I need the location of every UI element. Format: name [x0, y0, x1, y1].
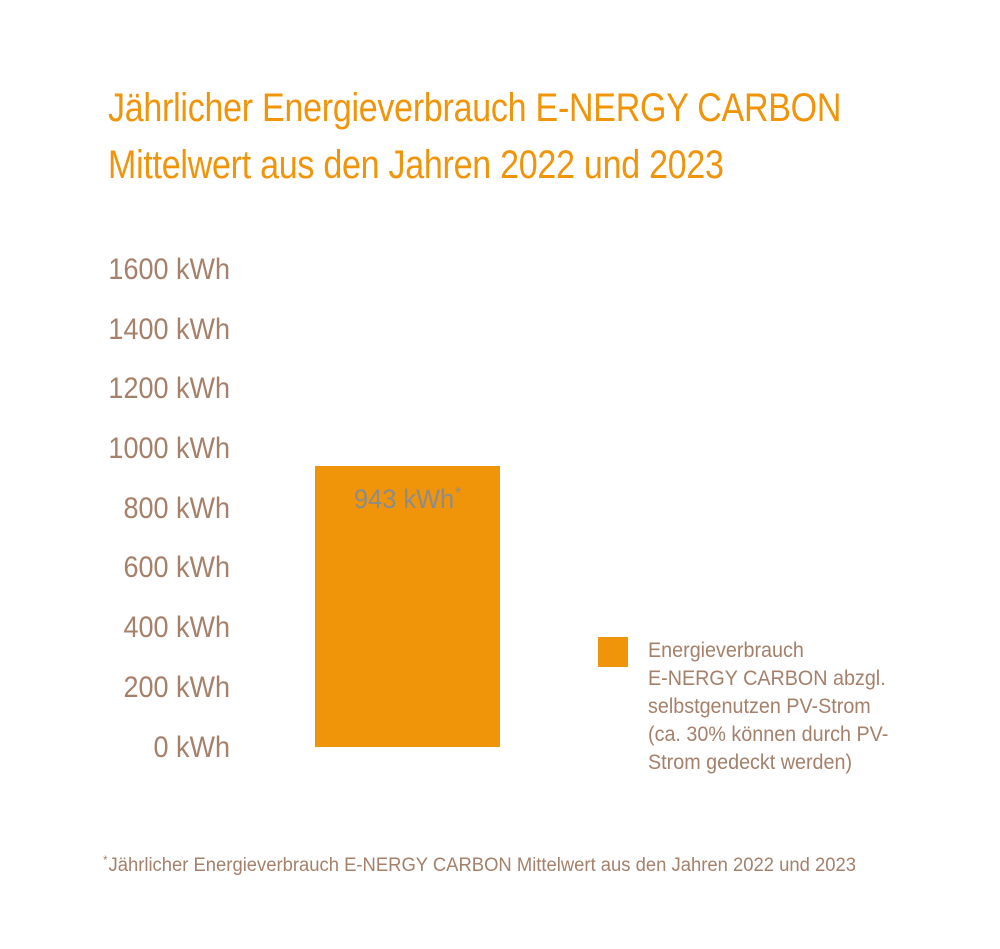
bar-value-text: 943 kWh	[354, 484, 455, 515]
y-axis-tick-label: 600 kWh	[123, 551, 230, 585]
y-axis-tick-label: 1600 kWh	[108, 253, 230, 286]
chart-title-line-2: Mittelwert aus den Jahren 2022 und 2023	[108, 143, 724, 187]
chart-title-line-1: Jährlicher Energieverbrauch E-NERGY CARB…	[108, 86, 842, 130]
y-axis-tick-label: 400 kWh	[123, 611, 230, 645]
bar-value-footnote-marker: *	[455, 485, 461, 503]
y-axis-tick-label: 0 kWh	[153, 730, 230, 764]
bar-value-label: 943 kWh*	[321, 484, 495, 515]
legend-swatch	[598, 637, 628, 667]
chart-title: Jährlicher Energieverbrauch E-NERGY CARB…	[108, 80, 841, 194]
legend-label: Energieverbrauch E-NERGY CARBON abzgl. s…	[648, 639, 889, 774]
footnote: *Jährlicher Energieverbrauch E-NERGY CAR…	[103, 853, 856, 877]
y-axis-tick-label: 200 kWh	[123, 670, 230, 704]
footnote-text: Jährlicher Energieverbrauch E-NERGY CARB…	[108, 855, 856, 876]
y-axis-tick-label: 1200 kWh	[108, 372, 230, 406]
y-axis-tick-label: 800 kWh	[123, 491, 230, 525]
legend: Energieverbrauch E-NERGY CARBON abzgl. s…	[598, 637, 904, 777]
y-axis-tick-label: 1000 kWh	[108, 432, 230, 466]
footnote-marker: *	[103, 853, 108, 867]
y-axis-tick-label: 1400 kWh	[108, 312, 230, 346]
bar-energieverbrauch: 943 kWh*	[315, 466, 500, 748]
